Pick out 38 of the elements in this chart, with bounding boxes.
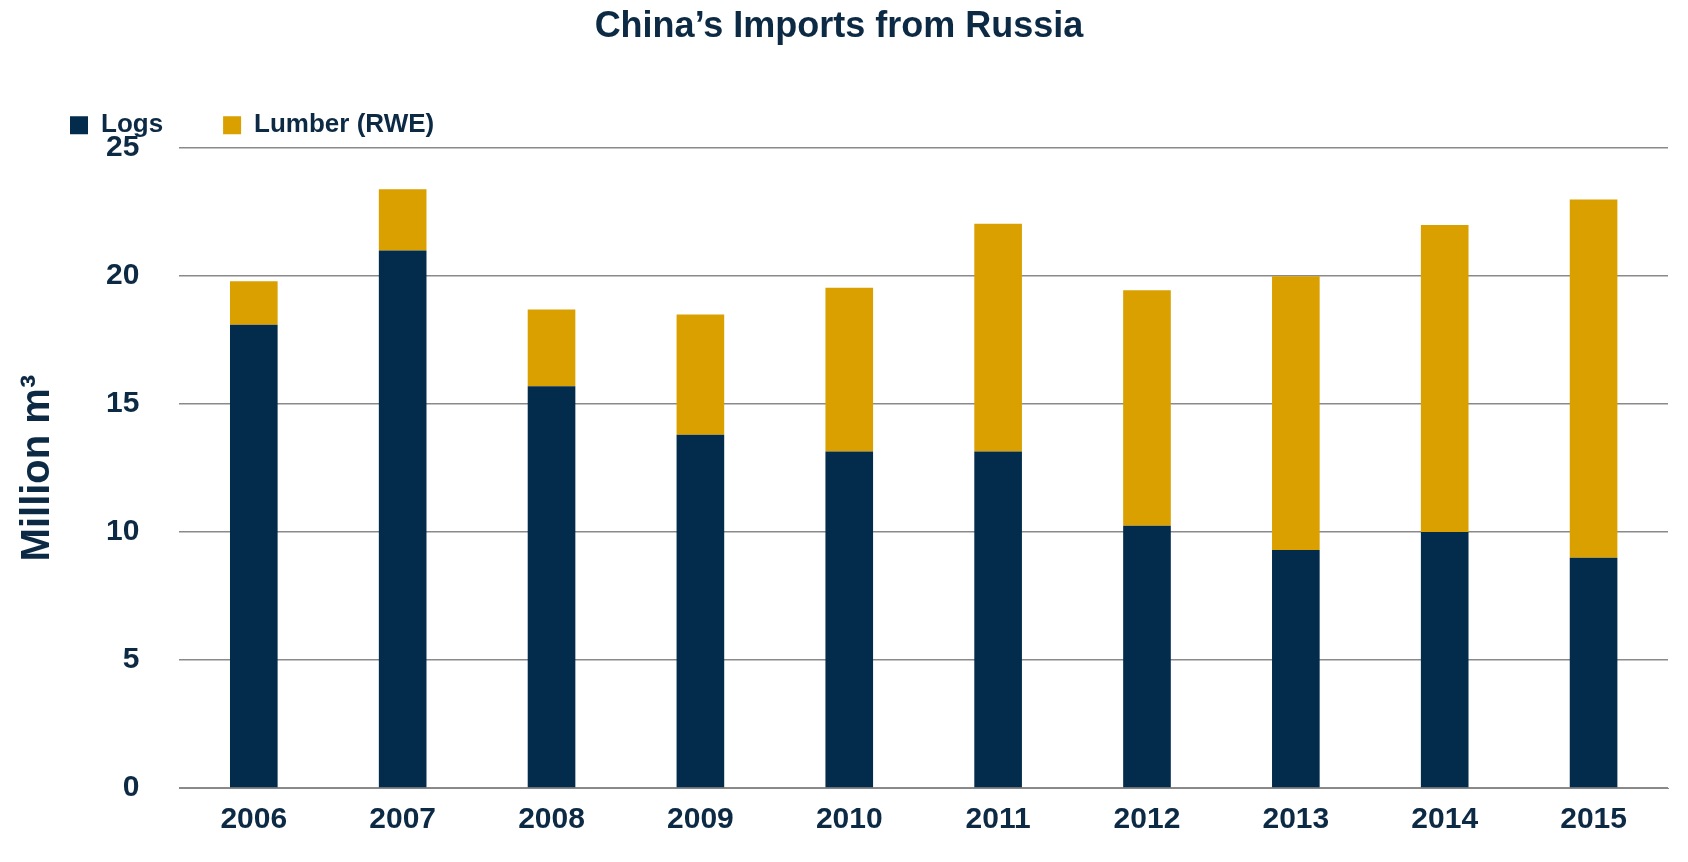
y-axis-title: Million m³	[13, 374, 58, 562]
bar	[527, 309, 576, 387]
bar	[1569, 557, 1618, 788]
x-tick-label: 2007	[369, 801, 437, 835]
bar	[825, 287, 874, 452]
bar	[1420, 532, 1469, 788]
bar	[378, 250, 427, 788]
y-tick-label: 10	[105, 513, 140, 547]
y-tick-label: 15	[105, 385, 140, 419]
bar	[1272, 549, 1320, 788]
bar	[974, 223, 1022, 452]
bar	[974, 451, 1022, 788]
x-tick-label: 2013	[1262, 801, 1330, 835]
x-tick-label: 2014	[1411, 801, 1479, 835]
bar	[1569, 199, 1618, 558]
x-tick-label: 2006	[220, 801, 288, 835]
x-tick-label: 2015	[1560, 801, 1627, 835]
chart-title: China’s Imports from Russia	[594, 3, 1085, 45]
x-tick-label: 2012	[1113, 801, 1181, 835]
bar	[1420, 224, 1469, 533]
bar	[1272, 276, 1320, 550]
bar	[1123, 525, 1171, 788]
x-tick-label: 2010	[815, 801, 883, 835]
bar	[1123, 290, 1171, 526]
bar	[229, 281, 278, 325]
bar	[527, 386, 576, 788]
x-tick-label: 2011	[965, 801, 1031, 835]
bar	[825, 451, 874, 788]
bar	[378, 189, 427, 251]
x-tick-label: 2009	[667, 801, 734, 835]
x-tick-label: 2008	[518, 801, 585, 835]
legend-label: Lumber (RWE)	[254, 108, 435, 139]
y-tick-label: 0	[122, 769, 140, 803]
y-tick-label: 5	[122, 641, 140, 675]
bar	[676, 314, 725, 435]
bar	[229, 324, 278, 788]
bar	[676, 434, 725, 788]
y-tick-label: 20	[105, 257, 140, 291]
